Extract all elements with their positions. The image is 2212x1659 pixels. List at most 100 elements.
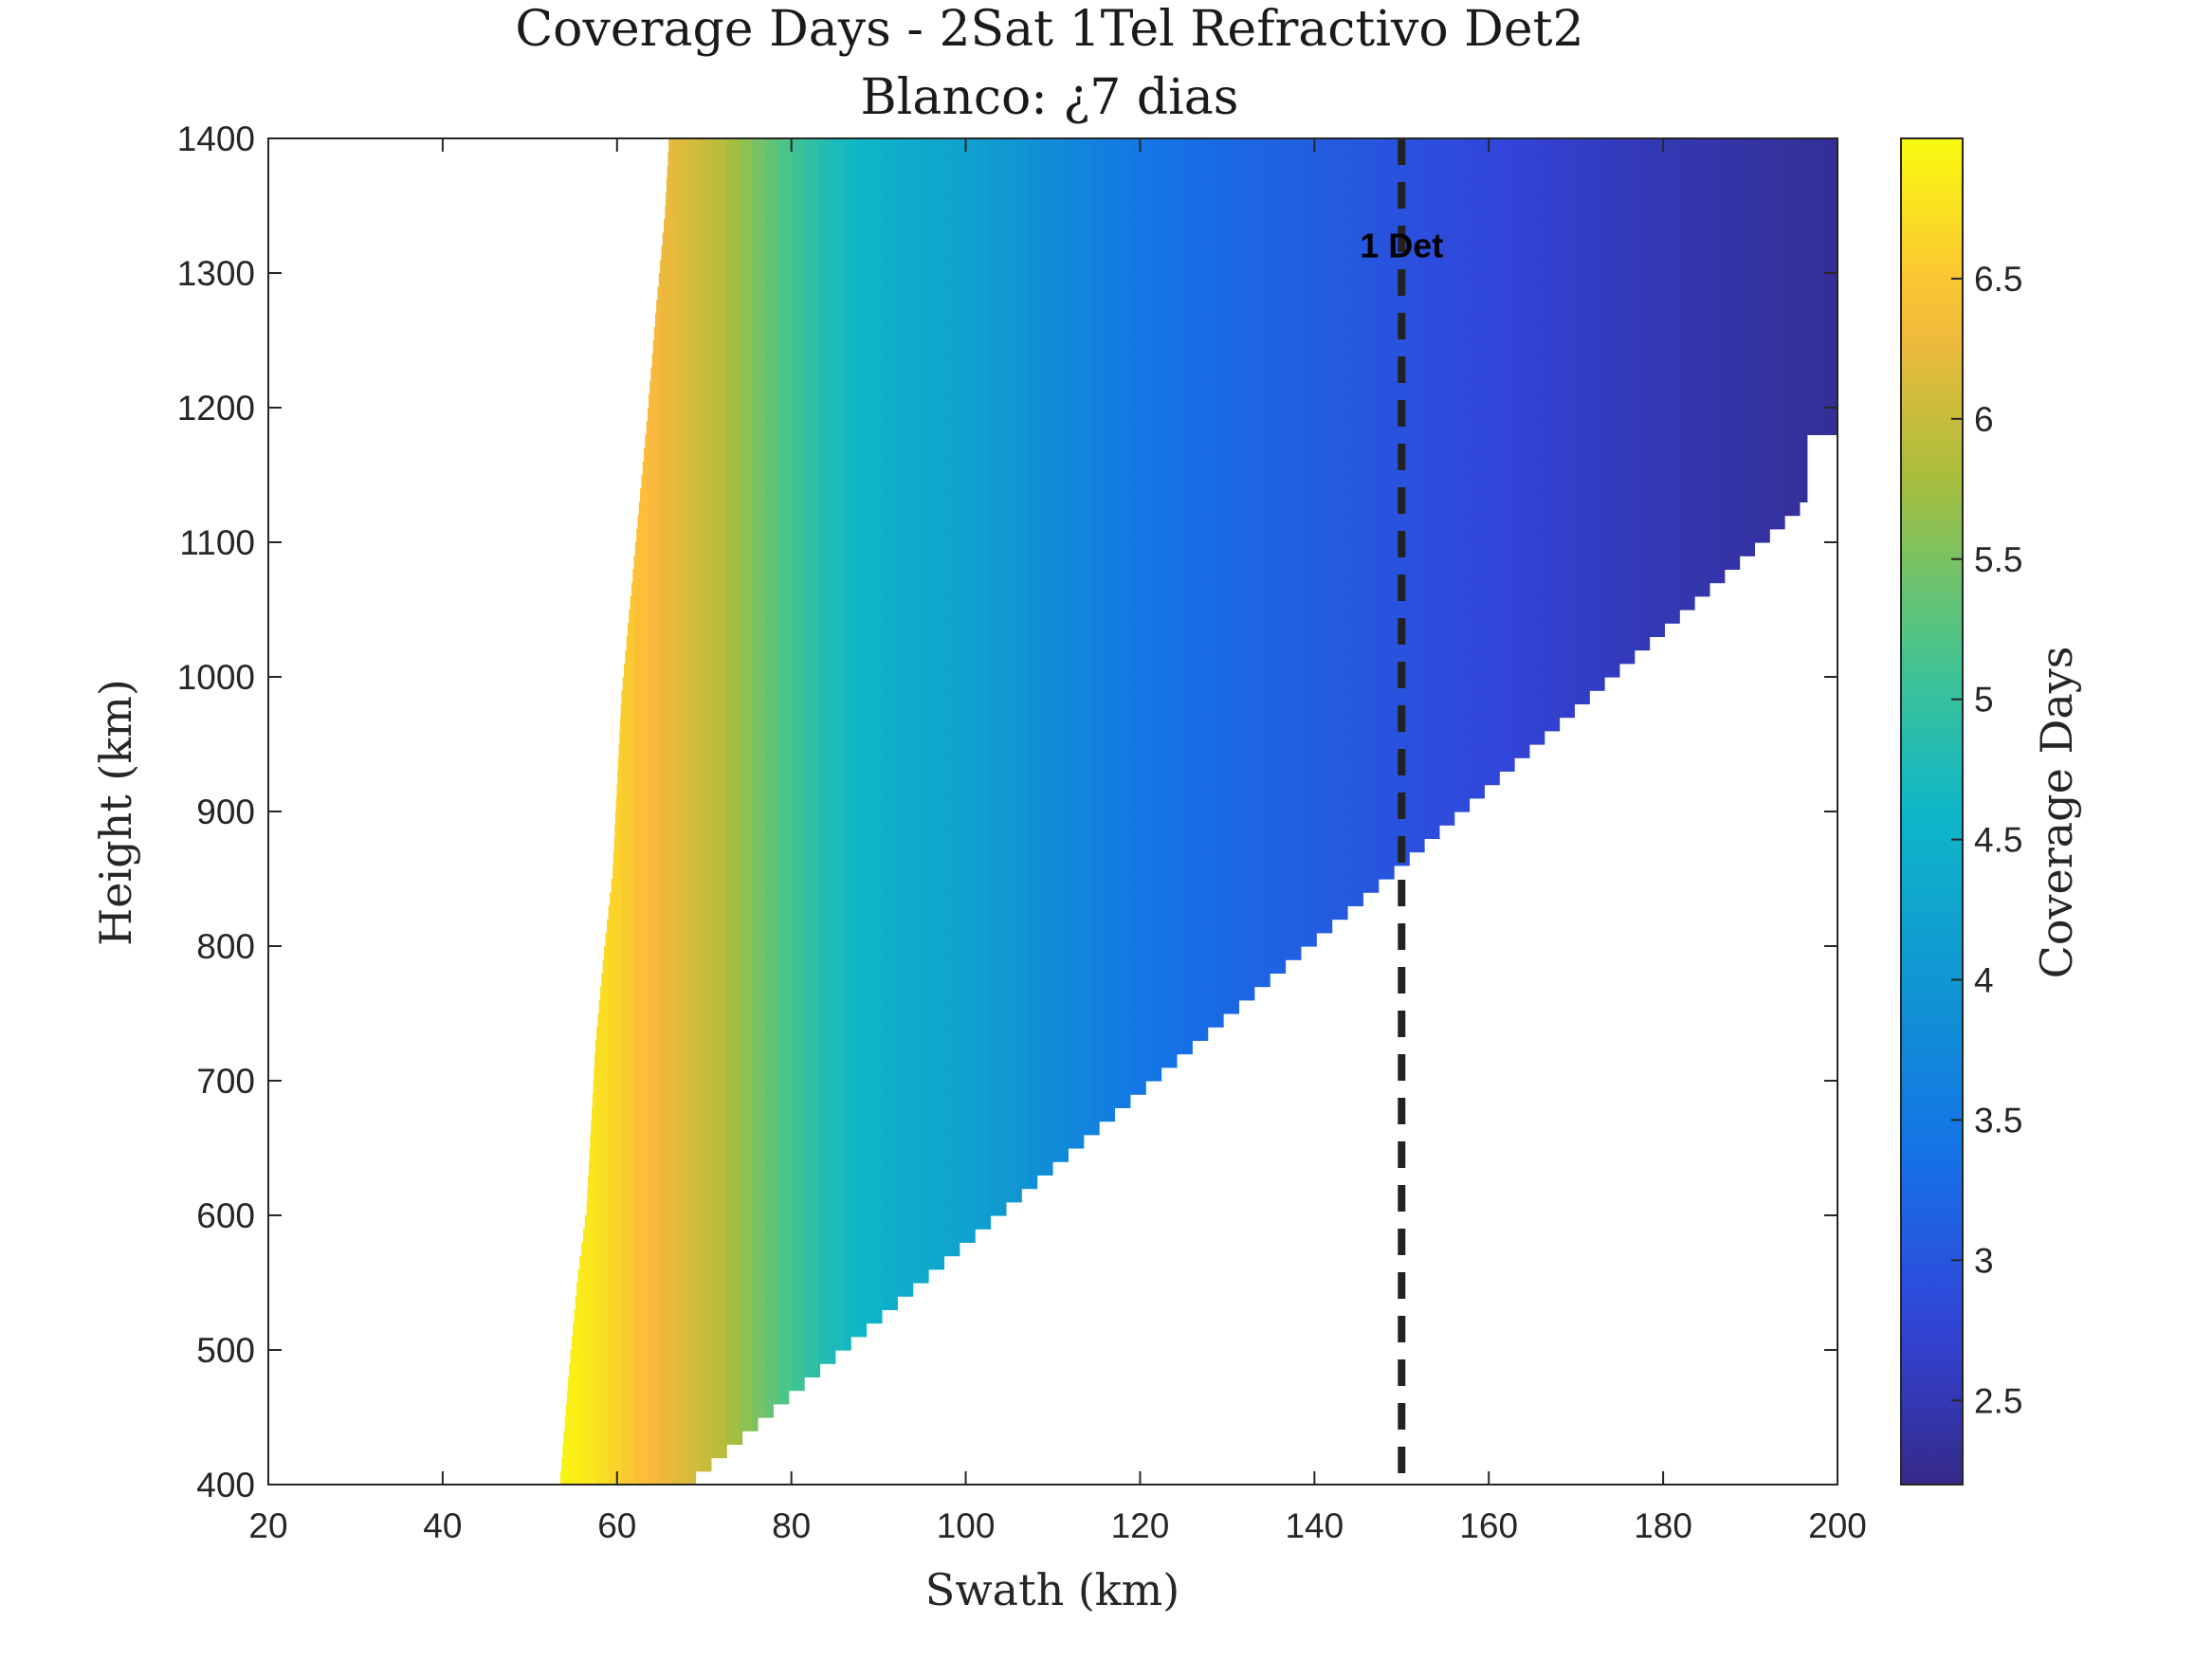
heatmap-cell bbox=[673, 1013, 687, 1028]
heatmap-cell bbox=[1458, 515, 1472, 530]
heatmap-cell bbox=[1314, 595, 1328, 611]
heatmap-cell bbox=[831, 542, 845, 556]
heatmap-cell bbox=[960, 999, 976, 1014]
heatmap-cell bbox=[831, 730, 845, 745]
heatmap-cell bbox=[1157, 946, 1172, 960]
heatmap-cell bbox=[1563, 649, 1577, 665]
heatmap-cell bbox=[804, 300, 818, 315]
heatmap-cell bbox=[896, 367, 910, 382]
heatmap-cell bbox=[660, 1336, 675, 1351]
heatmap-cell bbox=[1222, 717, 1237, 732]
heatmap-cell bbox=[660, 999, 675, 1014]
heatmap-cell bbox=[869, 1215, 884, 1230]
heatmap-cell bbox=[935, 663, 949, 678]
heatmap-cell bbox=[1380, 354, 1394, 368]
heatmap-cell bbox=[637, 515, 649, 530]
heatmap-cell bbox=[935, 393, 949, 409]
heatmap-cell bbox=[974, 461, 989, 476]
heatmap-cell bbox=[948, 905, 962, 921]
heatmap-cell bbox=[1197, 905, 1211, 921]
heatmap-cell bbox=[1262, 447, 1276, 463]
heatmap-cell bbox=[700, 1403, 714, 1418]
heatmap-cell bbox=[673, 1107, 687, 1122]
heatmap-cell bbox=[1262, 461, 1276, 476]
heatmap-cell bbox=[1066, 610, 1080, 624]
heatmap-cell bbox=[1497, 730, 1511, 745]
heatmap-cell bbox=[1105, 1040, 1120, 1055]
heatmap-cell bbox=[1732, 408, 1747, 422]
heatmap-cell bbox=[1746, 380, 1760, 395]
heatmap-cell bbox=[752, 1296, 766, 1310]
heatmap-cell bbox=[1052, 797, 1067, 812]
heatmap-cell bbox=[765, 879, 779, 893]
heatmap-cell bbox=[791, 649, 806, 665]
heatmap-cell bbox=[712, 1296, 727, 1310]
heatmap-cell bbox=[660, 1444, 675, 1459]
heatmap-cell bbox=[1039, 1148, 1054, 1162]
heatmap-cell bbox=[896, 797, 910, 812]
heatmap-cell bbox=[1759, 313, 1773, 328]
heatmap-cell bbox=[1105, 367, 1120, 382]
heatmap-cell bbox=[1262, 811, 1276, 826]
heatmap-cell bbox=[1066, 851, 1080, 866]
heatmap-cell bbox=[896, 623, 910, 637]
heatmap-cell bbox=[791, 1134, 806, 1149]
heatmap-cell bbox=[791, 367, 806, 382]
heatmap-cell bbox=[777, 1081, 793, 1095]
heatmap-cell bbox=[1366, 488, 1380, 502]
heatmap-cell bbox=[647, 1363, 662, 1377]
heatmap-cell bbox=[739, 999, 753, 1014]
heatmap-cell bbox=[1536, 367, 1551, 382]
heatmap-cell bbox=[621, 717, 635, 732]
heatmap-cell bbox=[974, 515, 989, 530]
heatmap-cell bbox=[608, 1121, 622, 1136]
heatmap-cell bbox=[1615, 649, 1629, 665]
heatmap-cell bbox=[608, 1027, 622, 1041]
heatmap-cell bbox=[1497, 354, 1511, 368]
heatmap-cell bbox=[1026, 730, 1041, 745]
heatmap-cell bbox=[1039, 1040, 1054, 1055]
heatmap-cell bbox=[725, 1027, 740, 1041]
heatmap-cell bbox=[1484, 703, 1499, 719]
heatmap-cell bbox=[935, 851, 949, 866]
heatmap-cell bbox=[856, 1242, 871, 1257]
heatmap-cell bbox=[948, 1107, 962, 1122]
heatmap-cell bbox=[1105, 717, 1120, 732]
heatmap-cell bbox=[948, 542, 962, 556]
heatmap-cell bbox=[1144, 771, 1159, 786]
heatmap-cell bbox=[712, 1242, 727, 1257]
heatmap-cell bbox=[1471, 447, 1486, 463]
heatmap-cell bbox=[1183, 973, 1197, 988]
heatmap-cell bbox=[1210, 986, 1224, 1001]
heatmap-cell bbox=[686, 811, 701, 826]
heatmap-cell bbox=[700, 771, 714, 786]
heatmap-cell bbox=[883, 1121, 897, 1136]
heatmap-cell bbox=[765, 515, 779, 530]
heatmap-cell bbox=[660, 542, 675, 556]
heatmap-cell bbox=[791, 946, 806, 960]
heatmap-cell bbox=[831, 663, 845, 678]
heatmap-cell bbox=[804, 892, 818, 906]
heatmap-cell bbox=[908, 905, 923, 921]
heatmap-cell bbox=[804, 1309, 818, 1324]
heatmap-cell bbox=[1222, 771, 1237, 786]
heatmap-cell bbox=[987, 542, 1001, 556]
heatmap-cell bbox=[647, 636, 662, 651]
heatmap-cell bbox=[791, 1229, 806, 1243]
heatmap-cell bbox=[1471, 326, 1486, 341]
heatmap-cell bbox=[843, 1336, 851, 1351]
heatmap-cell bbox=[856, 690, 871, 704]
heatmap-cell bbox=[843, 447, 858, 463]
heatmap-cell bbox=[1615, 515, 1629, 530]
heatmap-cell bbox=[686, 730, 701, 745]
heatmap-cell bbox=[739, 1283, 753, 1297]
heatmap-cell bbox=[725, 1336, 740, 1351]
heatmap-cell bbox=[1327, 771, 1342, 786]
heatmap-cell bbox=[1039, 690, 1054, 704]
heatmap-cell bbox=[922, 1027, 936, 1041]
heatmap-cell bbox=[1026, 986, 1041, 1001]
heatmap-cell bbox=[1549, 515, 1563, 530]
heatmap-cell bbox=[686, 879, 701, 893]
heatmap-cell bbox=[1445, 811, 1455, 826]
heatmap-cell bbox=[1274, 461, 1289, 476]
